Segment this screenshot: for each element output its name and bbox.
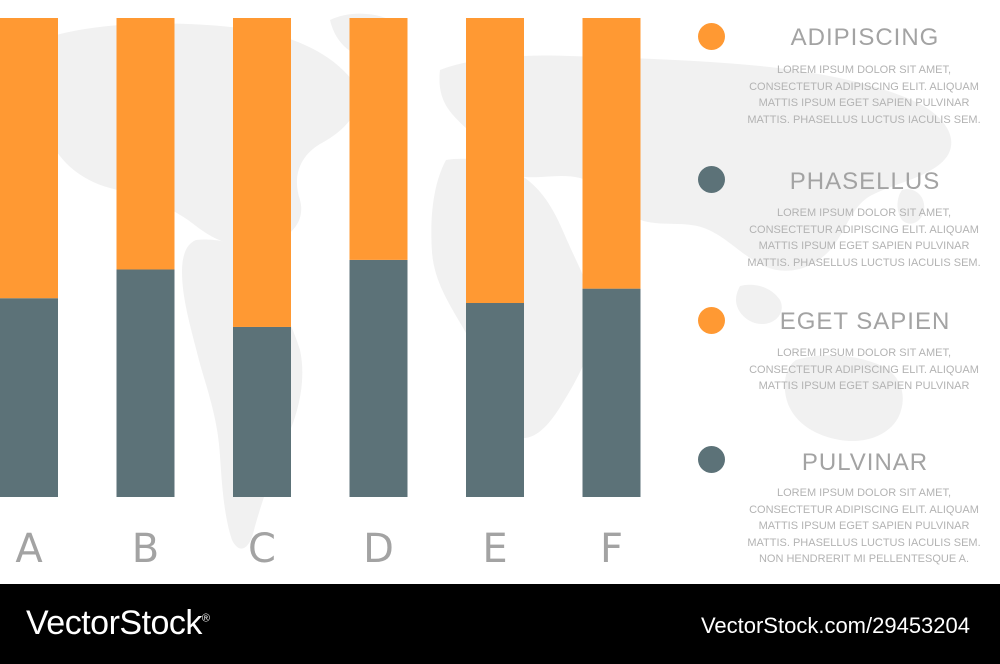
infographic-canvas: A B C D E F ADIPISCING LOREM IPSUM DOLOR SIT … xyxy=(0,13,981,572)
bar-segment-e-upper xyxy=(466,18,524,304)
bar-segment-c-lower xyxy=(233,326,291,497)
legend-dot-slate xyxy=(698,166,725,193)
bar-segment-c-upper xyxy=(233,18,291,327)
x-tick-label-f: F xyxy=(600,526,623,572)
x-tick-label-c: C xyxy=(248,526,276,572)
image-credit: VectorStock.com/29453204 xyxy=(700,613,970,638)
registered-mark: ® xyxy=(201,612,210,625)
x-tick-label-a: A xyxy=(15,526,43,572)
x-tick-label-e: E xyxy=(482,526,507,572)
bar-segment-f-lower xyxy=(582,288,641,497)
bar-segment-b-upper xyxy=(116,18,175,270)
stacked-bar-chart: A B C D E F xyxy=(0,18,641,572)
legend-dot-slate xyxy=(698,446,725,473)
bar-segment-d-lower xyxy=(349,259,408,497)
legend-dot-orange xyxy=(698,23,725,50)
x-tick-label-b: B xyxy=(132,526,159,572)
legend-description: LOREM IPSUM DOLOR SIT AMET, CONSECTETUR … xyxy=(747,64,981,126)
bar-segment-b-lower xyxy=(116,269,175,497)
brand-name: VectorStock xyxy=(26,604,202,642)
legend-description: LOREM IPSUM DOLOR SIT AMET, CONSECTETUR … xyxy=(749,347,979,392)
bar-segment-a-upper xyxy=(0,18,58,299)
bars-group xyxy=(0,18,641,497)
watermark-footer: VectorStock® VectorStock.com/29453204 xyxy=(0,584,1000,664)
legend-dot-orange xyxy=(698,307,725,334)
legend-description: LOREM IPSUM DOLOR SIT AMET, CONSECTETUR … xyxy=(747,207,981,269)
x-axis-labels: A B C D E F xyxy=(15,526,623,572)
bar-segment-f-upper xyxy=(582,18,641,289)
bar-segment-a-lower xyxy=(0,298,58,497)
legend-title: PULVINAR xyxy=(801,449,929,476)
legend-description: LOREM IPSUM DOLOR SIT AMET, CONSECTETUR … xyxy=(747,487,981,565)
legend-title: PHASELLUS xyxy=(789,168,941,195)
vectorstock-logo: VectorStock® xyxy=(26,604,210,643)
bar-segment-e-lower xyxy=(466,303,524,497)
legend-title: ADIPISCING xyxy=(790,24,940,51)
bar-segment-d-upper xyxy=(349,18,408,260)
legend-title: EGET SAPIEN xyxy=(779,308,951,335)
x-tick-label-d: D xyxy=(363,526,394,572)
